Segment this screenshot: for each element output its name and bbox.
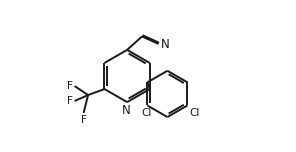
Text: N: N (122, 104, 131, 117)
Text: Cl: Cl (189, 108, 199, 118)
Text: F: F (81, 115, 86, 125)
Text: N: N (161, 38, 170, 51)
Text: F: F (67, 81, 73, 91)
Text: F: F (67, 96, 73, 106)
Text: Cl: Cl (141, 108, 152, 118)
